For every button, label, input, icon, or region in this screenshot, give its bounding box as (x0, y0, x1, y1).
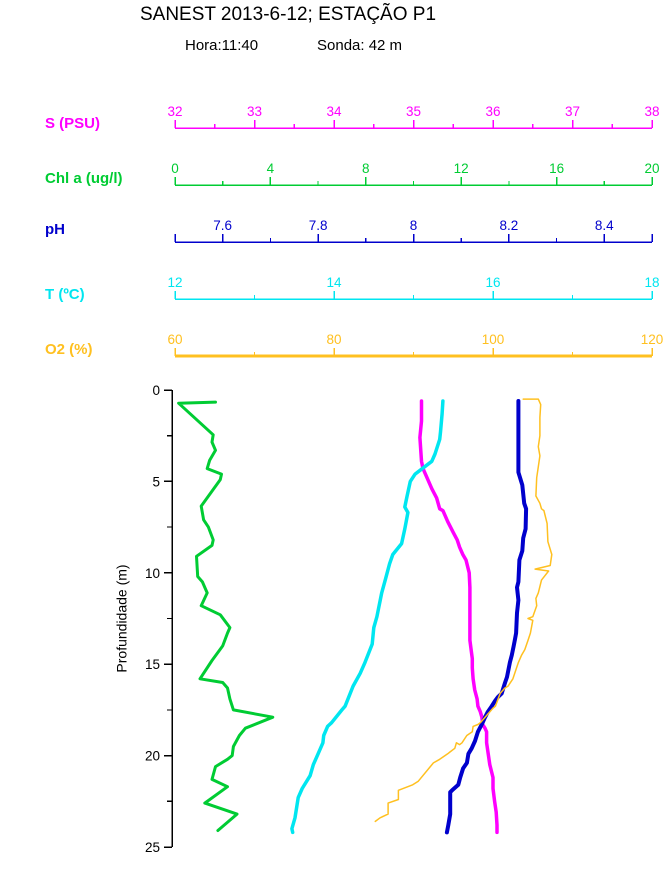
oxygen-axis-label: O2 (%) (45, 341, 93, 358)
tick-label-S: 33 (247, 104, 262, 119)
sonde-depth-label: Sonda: 42 m (317, 37, 403, 54)
depth-tick-label: 0 (152, 383, 160, 398)
depth-tick-label: 15 (145, 657, 160, 672)
tick-label-O2: 120 (641, 332, 664, 347)
tick-label-T: 12 (167, 275, 182, 290)
tick-label-O2: 100 (482, 332, 505, 347)
salinity-axis-label: S (PSU) (45, 115, 101, 132)
curve-T (290, 399, 445, 835)
chart-title: SANEST 2013-6-12; ESTAÇÃO P1 (139, 4, 437, 25)
tick-label-pH: 8.2 (500, 218, 519, 233)
temperature-axis-label: T (ºC) (45, 286, 85, 303)
time-label: Hora:11:40 (185, 37, 259, 54)
tick-label-T: 16 (485, 275, 500, 290)
tick-label-S: 37 (565, 104, 580, 119)
tick-label-Chl: 16 (549, 161, 564, 176)
curve-pH (444, 399, 529, 835)
tick-label-T: 14 (326, 275, 342, 290)
curve-Chl (177, 400, 275, 832)
depth-tick-label: 5 (152, 474, 160, 489)
depth-tick-label: 25 (145, 840, 160, 855)
tick-label-S: 38 (644, 104, 659, 119)
tick-label-O2: 60 (167, 332, 182, 347)
tick-label-pH: 7.6 (213, 218, 232, 233)
tick-label-S: 36 (485, 104, 500, 119)
tick-label-S: 35 (406, 104, 421, 119)
scale-bar-Chl: 0 4 8 12 16 20 (171, 161, 660, 186)
depth-tick-label: 20 (145, 749, 160, 764)
scale-bar-T: 12 14 16 18 (167, 275, 660, 300)
ph-axis-label: pH (45, 221, 65, 238)
tick-label-T: 18 (644, 275, 659, 290)
tick-label-Chl: 20 (644, 161, 659, 176)
tick-label-S: 34 (326, 104, 342, 119)
scale-bar-S: 32 33 34 35 36 37 38 (167, 104, 660, 129)
tick-label-O2: 80 (326, 332, 341, 347)
depth-tick-label: 10 (145, 566, 160, 581)
tick-label-Chl: 0 (171, 161, 179, 176)
depth-axis: 0 5 10 15 20 25 (145, 383, 173, 855)
tick-label-pH: 8 (410, 218, 418, 233)
chlorophyll-axis-label: Chl a (ug/l) (45, 170, 123, 187)
curve-O2 (374, 398, 553, 823)
tick-label-Chl: 4 (267, 161, 275, 176)
tick-label-Chl: 8 (362, 161, 370, 176)
tick-label-S: 32 (167, 104, 182, 119)
scale-bar-O2: 60 80 100 120 (167, 332, 664, 358)
scale-bar-pH: 7.6 7.8 8 8.2 8.4 (174, 218, 653, 243)
curve-S (418, 399, 499, 835)
tick-label-pH: 7.8 (309, 218, 328, 233)
tick-label-pH: 8.4 (595, 218, 614, 233)
tick-label-Chl: 12 (454, 161, 469, 176)
